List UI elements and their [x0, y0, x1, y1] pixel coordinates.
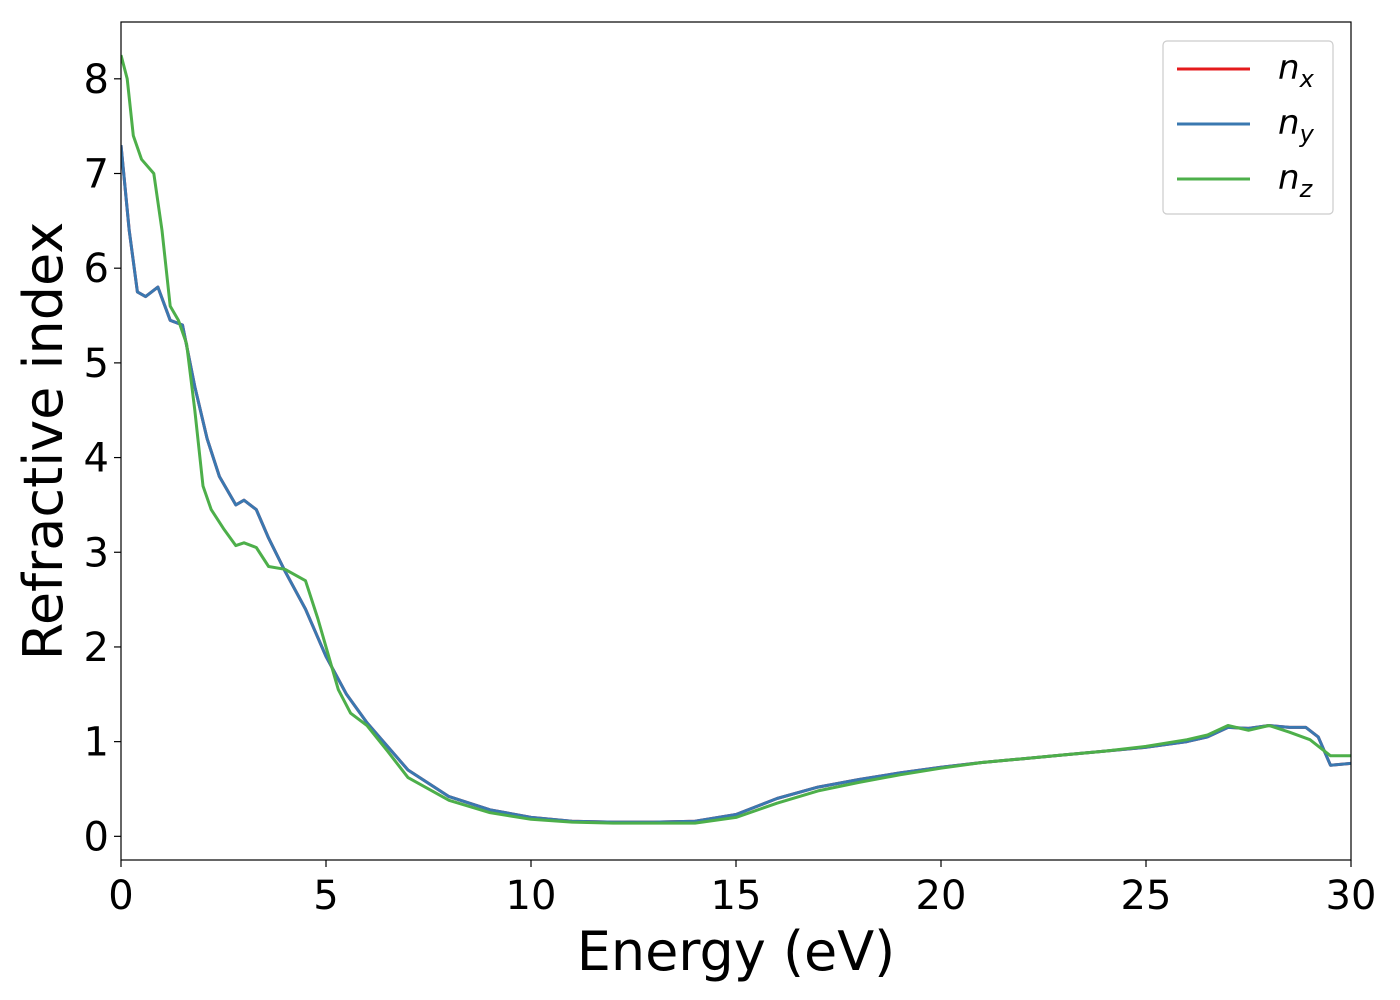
- y-tick-label: 2: [84, 625, 109, 671]
- y-tick-label: 4: [84, 436, 109, 482]
- legend-label-n-x: nx: [1278, 48, 1315, 93]
- x-tick-label: 10: [506, 873, 557, 919]
- y-tick-label: 8: [84, 57, 109, 103]
- y-axis-ticks: 0 1 2 3 4 5 6 7 8: [84, 57, 121, 860]
- x-tick-label: 0: [108, 873, 133, 919]
- plot-lines: [121, 54, 1351, 825]
- x-axis-label: Energy (eV): [577, 920, 896, 983]
- y-tick-label: 7: [84, 152, 109, 198]
- x-tick-label: 25: [1121, 873, 1172, 919]
- y-axis-label: Refractive index: [12, 222, 75, 661]
- x-tick-label: 5: [313, 873, 338, 919]
- x-tick-label: 20: [916, 873, 967, 919]
- y-tick-label: 6: [84, 246, 109, 292]
- series-line-n-z: [121, 54, 1351, 825]
- legend: nx ny nz: [1162, 40, 1334, 215]
- x-tick-label: 15: [711, 873, 762, 919]
- y-tick-label: 5: [84, 341, 109, 387]
- series-line-n-x: [121, 144, 1351, 824]
- x-axis-ticks: 0 5 10 15 20 25 30: [108, 860, 1376, 919]
- legend-label-n-z: nz: [1278, 158, 1314, 203]
- y-tick-label: 0: [84, 814, 109, 860]
- x-tick-label: 30: [1326, 873, 1377, 919]
- legend-box: [1162, 40, 1334, 215]
- series-line-n-y: [121, 144, 1351, 824]
- y-tick-label: 1: [84, 720, 109, 766]
- legend-label-n-y: ny: [1278, 103, 1315, 148]
- y-tick-label: 3: [84, 530, 109, 576]
